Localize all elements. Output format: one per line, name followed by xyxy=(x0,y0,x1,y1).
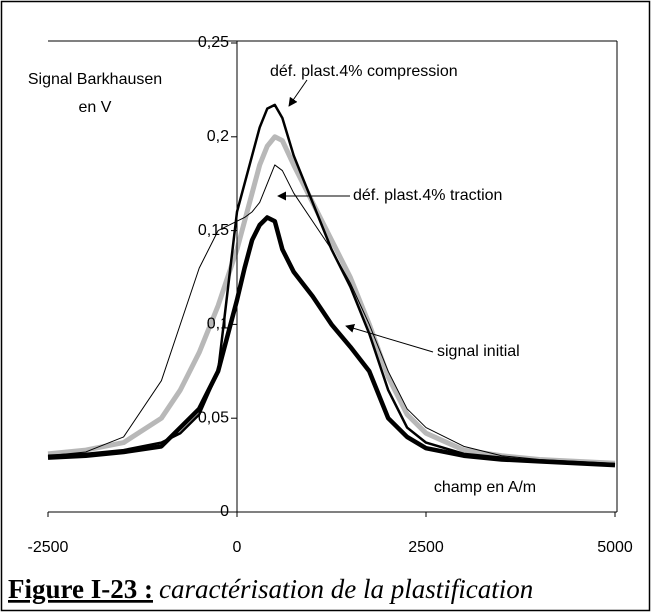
x-tick-label: 5000 xyxy=(597,539,633,556)
series-line xyxy=(47,134,616,466)
x-tick-label: 0 xyxy=(233,539,242,556)
y-tick-label: 0,05 xyxy=(198,409,229,426)
y-axis-label: en V xyxy=(79,99,112,116)
series-line xyxy=(47,164,616,464)
plot xyxy=(47,103,616,468)
series-label: signal initial xyxy=(437,343,520,360)
figure-label: Figure I-23 : xyxy=(8,574,153,604)
figure-caption: Figure I-23 : caractérisation de la plast… xyxy=(8,574,533,604)
y-tick-label: 0,25 xyxy=(198,34,229,51)
arrow xyxy=(345,324,434,353)
series-line xyxy=(47,103,616,467)
x-axis-label: champ en A/m xyxy=(434,479,536,496)
y-tick-label: 0,1 xyxy=(207,316,229,333)
series-line xyxy=(47,215,616,468)
series-label: déf. plast.4% compression xyxy=(270,63,458,80)
y-axis-label: Signal Barkhausen xyxy=(28,71,162,88)
caption-text: caractérisation de la plastification xyxy=(159,574,533,604)
y-tick-label: 0,2 xyxy=(207,128,229,145)
x-tick-label: -2500 xyxy=(28,539,69,556)
series-label: déf. plast.4% traction xyxy=(353,187,502,204)
x-tick-label: 2500 xyxy=(408,539,444,556)
arrow xyxy=(288,79,308,107)
y-tick-label: 0 xyxy=(220,503,229,520)
y-tick-label: 0,15 xyxy=(198,222,229,239)
